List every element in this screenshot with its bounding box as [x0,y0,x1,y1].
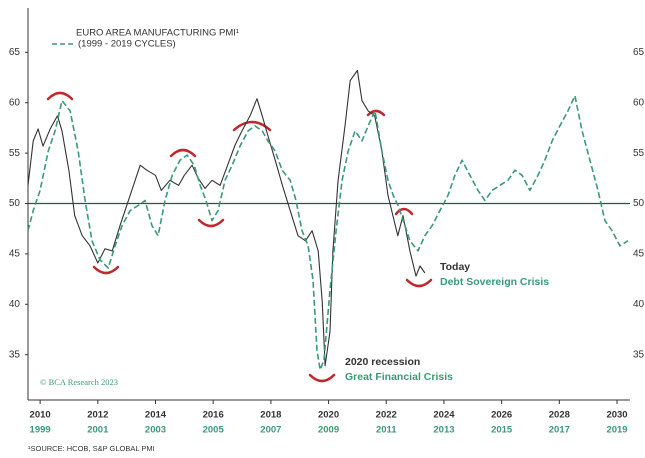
x2-tick-label: 2009 [318,425,339,436]
y2-tick-label: 55 [633,148,645,159]
y2-tick-label: 65 [633,47,645,58]
x-tick-label: 2028 [549,410,570,421]
x2-tick-label: 1999 [30,425,51,436]
x-tick-label: 2018 [260,410,281,421]
arc [232,120,272,132]
x2-tick-label: 2005 [203,425,225,436]
arc [197,218,225,228]
arc [394,207,414,216]
y2-tick-label: 45 [633,249,645,260]
x2-tick-label: 2019 [606,425,627,436]
series-line [27,69,426,367]
arc [92,265,120,275]
y-tick-label: 60 [9,97,21,108]
x2-tick-label: 2013 [433,425,454,436]
x-tick-label: 2026 [491,410,512,421]
x2-tick-label: 2015 [491,425,513,436]
x2-tick-label: 2001 [87,425,109,436]
y2-tick-label: 60 [633,97,645,108]
legend-label: (1999 - 2019 CYCLES) [78,39,176,50]
x-tick-label: 2022 [376,410,397,421]
y-tick-label: 45 [9,249,21,260]
x-tick-label: 2014 [145,410,167,421]
x2-tick-label: 2007 [260,425,281,436]
x-tick-label: 2024 [433,410,455,421]
chart-title: EURO AREA MANUFACTURING PMI¹ [76,28,239,39]
x2-tick-label: 2003 [145,425,166,436]
annotation: Great Financial Crisis [345,371,453,383]
x2-tick-label: 2017 [549,425,570,436]
arc [366,109,386,117]
y-tick-label: 55 [9,148,21,159]
y-tick-label: 40 [9,299,21,310]
y2-tick-label: 50 [633,198,645,209]
x-tick-label: 2030 [606,410,627,421]
annotation: 2020 recession [345,356,420,368]
series-line [27,94,629,371]
y2-tick-label: 35 [633,349,645,360]
annotation: Today [440,261,470,273]
y2-tick-label: 40 [633,299,645,310]
highlight-arcs [46,91,433,383]
arc [169,148,197,158]
x-tick-label: 2016 [203,410,224,421]
source: ¹SOURCE: HCOB, S&P GLOBAL PMI [28,444,155,453]
arc [308,373,336,383]
annotation: Debt Sovereign Crisis [440,276,549,288]
x-tick-label: 2020 [318,410,339,421]
y-tick-label: 65 [9,47,21,58]
x-tick-label: 2010 [30,410,51,421]
arc [46,91,74,101]
y-tick-label: 50 [9,198,21,209]
y-tick-label: 35 [9,349,21,360]
x2-tick-label: 2011 [376,425,397,436]
arc [405,278,433,288]
x-tick-label: 2012 [87,410,108,421]
credit: © BCA Research 2023 [40,377,118,387]
